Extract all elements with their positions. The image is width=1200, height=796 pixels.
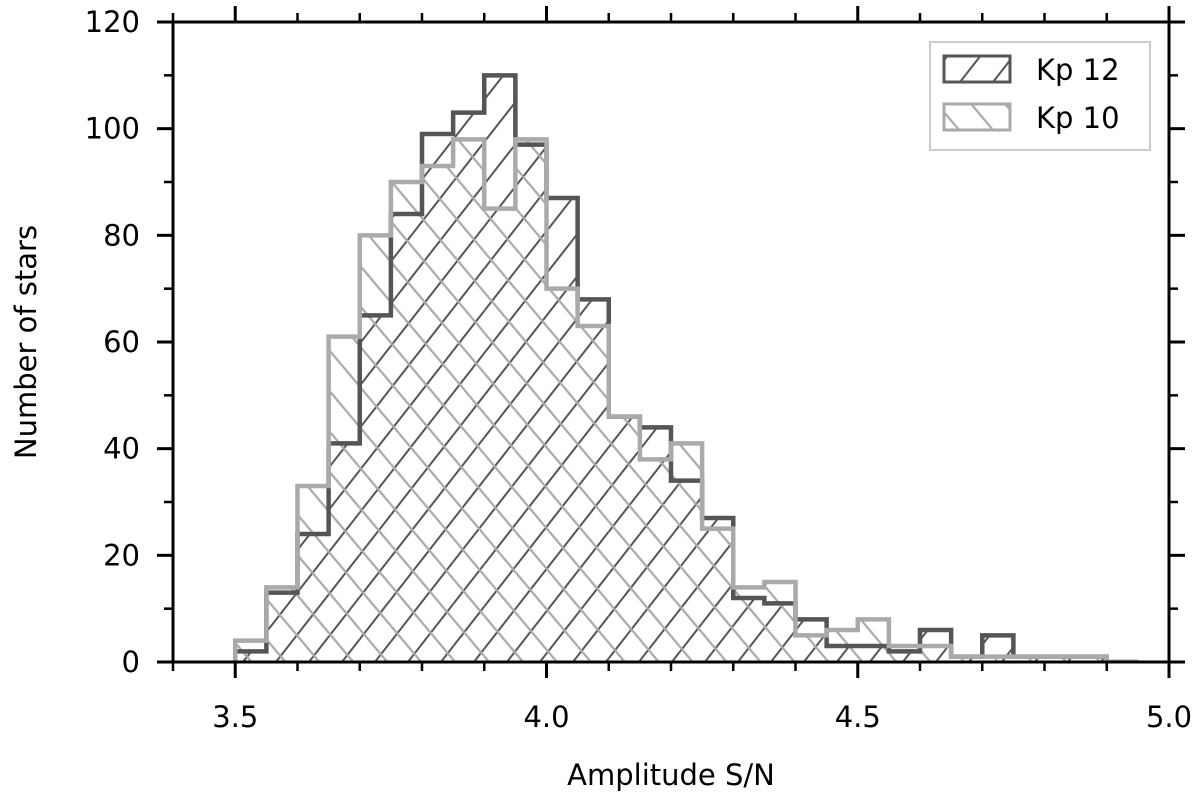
y-axis-label: Number of stars (9, 225, 43, 459)
bar-kp-10-18 (795, 635, 827, 662)
y-tick-label: 40 (103, 432, 140, 466)
bar-kp-10-17 (764, 582, 796, 662)
bar-kp-10-1 (266, 587, 298, 662)
legend: Kp 12 Kp 10 (929, 41, 1151, 151)
axes: 3.5 4.0 4.5 5.0 0 20 40 60 80 100 120 (85, 5, 1192, 734)
plot-area (233, 73, 1138, 662)
bar-kp-10-2 (297, 486, 329, 662)
legend-swatch-kp10-hatch (944, 104, 1010, 130)
bar-kp-10-6 (422, 166, 454, 662)
bar-kp-10-9 (515, 139, 547, 662)
bar-kp-10-22 (920, 646, 952, 662)
bar-kp-10-5 (390, 182, 422, 662)
bar-kp-10-10 (546, 288, 578, 662)
x-tick-label: 5.0 (1146, 700, 1192, 734)
bar-kp-10-20 (857, 619, 889, 662)
y-tick-label: 120 (85, 5, 140, 39)
bar-kp-10-27 (1075, 656, 1107, 662)
bar-kp-10-12 (608, 416, 640, 662)
bar-kp-10-7 (453, 139, 485, 662)
legend-swatch-kp12-hatch (944, 56, 1010, 82)
bar-kp-10-8 (484, 208, 516, 662)
x-tick-label: 4.0 (523, 700, 569, 734)
y-tick-label: 20 (103, 538, 140, 572)
bar-kp-10-14 (671, 443, 703, 662)
legend-label-kp12: Kp 12 (1036, 53, 1120, 87)
y-tick-label: 80 (103, 218, 140, 252)
bar-kp-10-13 (639, 459, 671, 662)
y-tick-label: 0 (122, 645, 140, 679)
x-tick-label: 3.5 (212, 700, 258, 734)
bar-kp-10-26 (1044, 656, 1076, 662)
legend-label-kp10: Kp 10 (1036, 101, 1120, 135)
bar-kp-10-25 (1013, 656, 1045, 662)
x-axis-label: Amplitude S/N (567, 758, 775, 792)
bar-kp-10-4 (359, 235, 391, 662)
bar-kp-10-3 (328, 336, 360, 662)
x-tick-label: 4.5 (835, 700, 881, 734)
bar-kp-10-15 (702, 528, 734, 662)
series-outline-kp-10 (233, 137, 1138, 662)
bar-kp-10-24 (982, 656, 1014, 662)
y-tick-label: 100 (85, 112, 140, 146)
bar-kp-10-11 (577, 326, 609, 662)
y-tick-label: 60 (103, 325, 140, 359)
bar-kp-10-21 (888, 646, 920, 662)
bar-kp-10-23 (951, 656, 983, 662)
